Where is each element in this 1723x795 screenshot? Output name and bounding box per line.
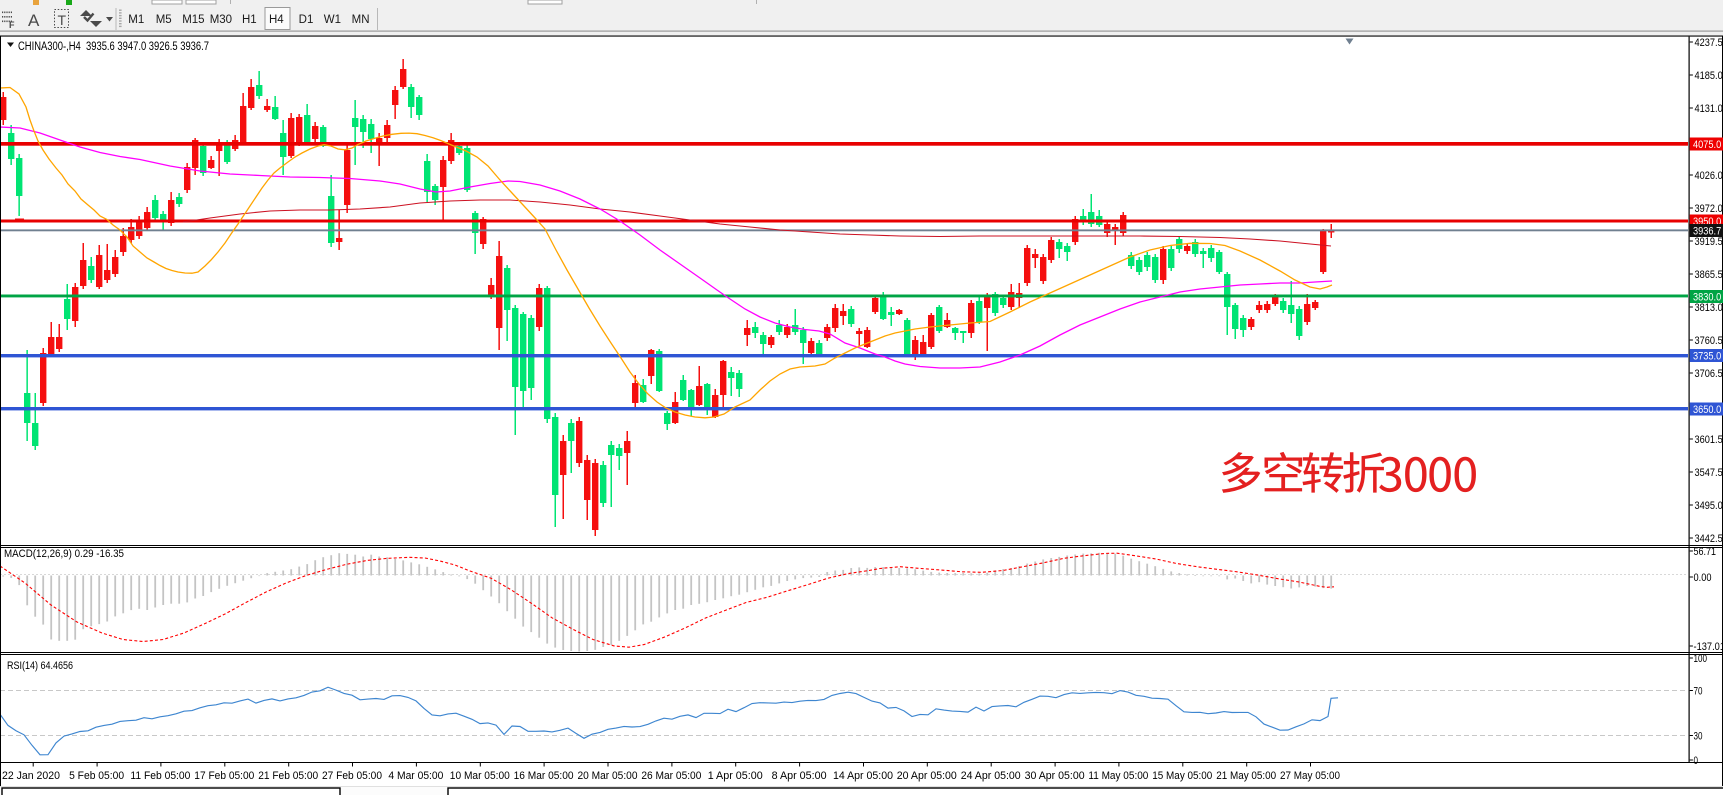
svg-text:0.00: 0.00 bbox=[1694, 572, 1712, 584]
svg-text:100: 100 bbox=[1694, 653, 1708, 665]
svg-text:1 Apr 05:00: 1 Apr 05:00 bbox=[708, 770, 763, 782]
svg-text:4075.0: 4075.0 bbox=[1693, 139, 1721, 151]
svg-text:27 May 05:00: 27 May 05:00 bbox=[1280, 770, 1340, 782]
svg-text:M1: M1 bbox=[128, 14, 144, 26]
svg-text:27 Feb 05:00: 27 Feb 05:00 bbox=[322, 770, 382, 782]
svg-text:A: A bbox=[28, 11, 40, 30]
svg-text:-137.01: -137.01 bbox=[1694, 641, 1723, 653]
svg-text:21 May 05:00: 21 May 05:00 bbox=[1216, 770, 1276, 782]
svg-text:4185.0: 4185.0 bbox=[1695, 70, 1723, 82]
svg-text:MACD(12,26,9) 0.29 -16.35: MACD(12,26,9) 0.29 -16.35 bbox=[4, 548, 124, 560]
svg-text:3919.5: 3919.5 bbox=[1695, 236, 1723, 248]
svg-text:M30: M30 bbox=[210, 14, 232, 26]
svg-text:3442.5: 3442.5 bbox=[1695, 533, 1723, 545]
svg-text:24 Apr 05:00: 24 Apr 05:00 bbox=[961, 770, 1021, 782]
svg-text:21 Feb 05:00: 21 Feb 05:00 bbox=[258, 770, 318, 782]
svg-text:16 Mar 05:00: 16 Mar 05:00 bbox=[514, 770, 574, 782]
svg-text:3650.0: 3650.0 bbox=[1693, 404, 1721, 416]
svg-text:70: 70 bbox=[1694, 686, 1703, 698]
svg-text:3972.0: 3972.0 bbox=[1695, 203, 1723, 215]
svg-text:22 Jan 2020: 22 Jan 2020 bbox=[2, 770, 60, 782]
svg-text:MN: MN bbox=[352, 14, 370, 26]
svg-text:T: T bbox=[58, 12, 67, 28]
svg-text:4237.5: 4237.5 bbox=[1695, 37, 1723, 49]
svg-text:11 Feb 05:00: 11 Feb 05:00 bbox=[130, 770, 190, 782]
svg-text:3706.5: 3706.5 bbox=[1695, 368, 1723, 380]
svg-text:14 Apr 05:00: 14 Apr 05:00 bbox=[833, 770, 893, 782]
svg-text:30 Apr 05:00: 30 Apr 05:00 bbox=[1025, 770, 1085, 782]
svg-text:CHINA300-,H4 3935.6 3947.0 39: CHINA300-,H4 3935.6 3947.0 3926.5 3936.7 bbox=[18, 41, 209, 53]
svg-text:26 Mar 05:00: 26 Mar 05:00 bbox=[641, 770, 701, 782]
svg-text:3865.5: 3865.5 bbox=[1695, 269, 1723, 281]
svg-text:20 Apr 05:00: 20 Apr 05:00 bbox=[897, 770, 957, 782]
svg-text:3830.0: 3830.0 bbox=[1693, 292, 1721, 304]
svg-text:56.71: 56.71 bbox=[1694, 546, 1717, 558]
svg-text:3735.0: 3735.0 bbox=[1693, 351, 1721, 363]
svg-text:RSI(14) 64.4656: RSI(14) 64.4656 bbox=[7, 660, 73, 672]
svg-text:3936.7: 3936.7 bbox=[1693, 226, 1721, 238]
svg-text:4 Mar 05:00: 4 Mar 05:00 bbox=[388, 770, 443, 782]
svg-text:M5: M5 bbox=[156, 14, 172, 26]
svg-text:20 Mar 05:00: 20 Mar 05:00 bbox=[578, 770, 638, 782]
svg-text:15 May 05:00: 15 May 05:00 bbox=[1152, 770, 1212, 782]
svg-text:M15: M15 bbox=[182, 14, 204, 26]
svg-text:30: 30 bbox=[1694, 731, 1703, 743]
svg-text:17 Feb 05:00: 17 Feb 05:00 bbox=[194, 770, 254, 782]
svg-text:3601.5: 3601.5 bbox=[1695, 434, 1723, 446]
svg-text:W1: W1 bbox=[324, 14, 341, 26]
svg-text:4131.0: 4131.0 bbox=[1695, 103, 1723, 115]
svg-text:0: 0 bbox=[1694, 755, 1699, 767]
svg-text:H4: H4 bbox=[269, 14, 284, 26]
svg-text:3547.5: 3547.5 bbox=[1695, 467, 1723, 479]
svg-text:F: F bbox=[9, 20, 15, 30]
svg-text:3495.0: 3495.0 bbox=[1695, 500, 1723, 512]
svg-text:H1: H1 bbox=[242, 14, 257, 26]
svg-text:3760.5: 3760.5 bbox=[1695, 335, 1723, 347]
svg-text:11 May 05:00: 11 May 05:00 bbox=[1088, 770, 1148, 782]
svg-text:8 Apr 05:00: 8 Apr 05:00 bbox=[772, 770, 827, 782]
svg-text:5 Feb 05:00: 5 Feb 05:00 bbox=[69, 770, 124, 782]
svg-text:10 Mar 05:00: 10 Mar 05:00 bbox=[450, 770, 510, 782]
svg-text:D1: D1 bbox=[299, 14, 314, 26]
svg-text:4026.0: 4026.0 bbox=[1695, 170, 1723, 182]
svg-text:3813.0: 3813.0 bbox=[1695, 302, 1723, 314]
